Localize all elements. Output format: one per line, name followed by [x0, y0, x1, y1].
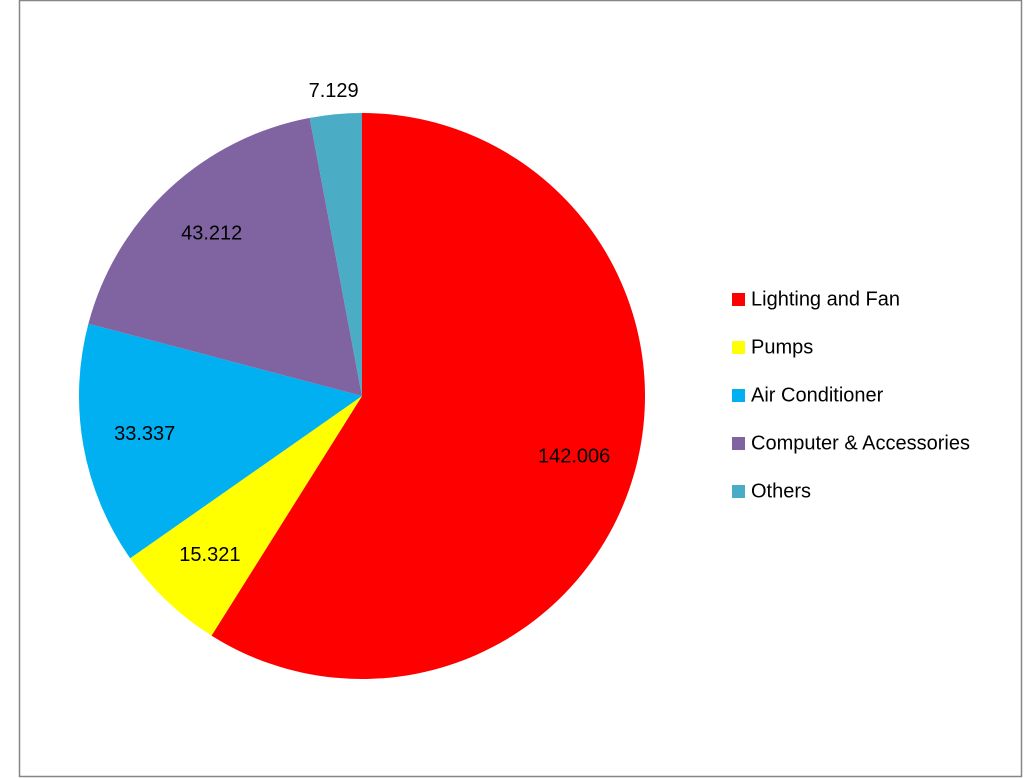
data-label: 7.129 — [309, 80, 359, 102]
pie-slice — [79, 323, 363, 559]
legend-swatch — [732, 485, 745, 498]
legend-swatch — [732, 437, 745, 450]
legend-label: Others — [751, 480, 811, 502]
data-label: 43.212 — [181, 223, 242, 245]
pie-slice — [211, 113, 646, 679]
legend-swatch — [732, 293, 745, 306]
legend-label: Lighting and Fan — [751, 288, 900, 310]
data-label: 15.321 — [179, 544, 240, 566]
legend-swatch — [732, 341, 745, 354]
legend-label: Computer & Accessories — [751, 432, 970, 454]
legend-label: Pumps — [751, 336, 813, 358]
legend-swatch — [732, 389, 745, 402]
legend-label: Air Conditioner — [751, 384, 884, 406]
pie-slice — [130, 396, 362, 636]
pie-slice — [88, 117, 363, 396]
data-label: 142.006 — [538, 445, 610, 467]
data-label: 33.337 — [114, 423, 175, 445]
pie-slice — [309, 113, 362, 396]
